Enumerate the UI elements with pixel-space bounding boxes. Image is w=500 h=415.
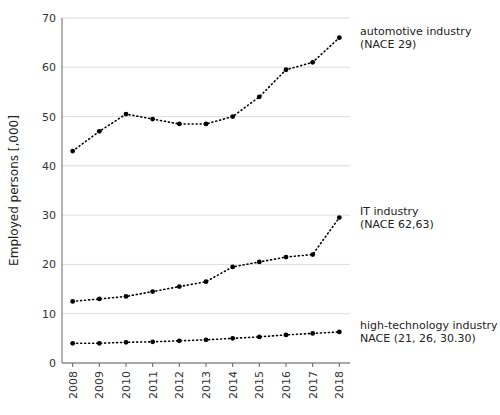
chart: 0 10 20 30 40 50 60 70 2008 2009 2010 2011 2012 2013 2…: [0, 0, 500, 415]
y-tick-label: 40: [42, 160, 56, 173]
point: [337, 35, 342, 40]
x-tick: [179, 363, 180, 367]
x-tick-label: 2017: [307, 371, 320, 399]
point: [230, 336, 235, 341]
point: [177, 122, 182, 127]
x-tick: [152, 363, 153, 367]
grid-line: [62, 313, 350, 314]
x-tick-label: 2014: [227, 371, 240, 399]
point: [204, 279, 209, 284]
x-tick-label: 2010: [120, 371, 133, 399]
point: [204, 122, 209, 127]
x-tick-label: 2016: [280, 371, 293, 399]
y-tick-label: 50: [42, 111, 56, 124]
x-axis-line: [62, 363, 350, 364]
point: [97, 341, 102, 346]
x-tick-label: 2009: [93, 371, 106, 399]
grid-line: [62, 67, 350, 68]
point: [284, 333, 289, 338]
series-label: automotive industry(NACE 29): [360, 25, 472, 51]
series-label: IT industry(NACE 62,63): [360, 205, 434, 231]
series-line: [73, 332, 340, 343]
x-tick: [286, 363, 287, 367]
y-tick-label: 10: [42, 308, 56, 321]
series-line: [73, 38, 340, 151]
point: [150, 117, 155, 122]
point: [337, 215, 342, 220]
point: [230, 114, 235, 119]
point: [70, 299, 75, 304]
point: [97, 129, 102, 134]
y-axis-label: Employed persons [,000]: [7, 115, 21, 266]
point: [204, 337, 209, 342]
point: [257, 260, 262, 265]
y-axis-line: [62, 18, 63, 363]
x-tick: [312, 363, 313, 367]
point: [177, 284, 182, 289]
grid-line: [62, 116, 350, 117]
point: [124, 112, 129, 117]
y-tick-label: 70: [42, 12, 56, 25]
x-tick: [339, 363, 340, 367]
grid-line: [62, 215, 350, 216]
grid-line: [62, 363, 350, 364]
plot-area: [70, 35, 341, 345]
point: [150, 289, 155, 294]
x-tick: [206, 363, 207, 367]
point: [150, 339, 155, 344]
y-tick-label: 20: [42, 258, 56, 271]
series-labels: automotive industry(NACE 29) IT industry(…: [360, 25, 498, 345]
y-tick-label: 0: [49, 357, 56, 370]
series-line: [73, 218, 340, 302]
point: [97, 297, 102, 302]
point: [257, 334, 262, 339]
point: [284, 255, 289, 260]
x-tick-label: 2008: [67, 371, 80, 399]
x-tick-label: 2011: [147, 371, 160, 399]
x-tick: [232, 363, 233, 367]
x-tick-label: 2018: [333, 371, 346, 399]
background: [0, 0, 500, 415]
axes: 0 10 20 30 40 50 60 70 2008 2009 2010 2011 2012 2013 2…: [42, 12, 350, 399]
point: [284, 67, 289, 72]
series-label: high-technology industryNACE (21, 26, 30…: [360, 319, 498, 345]
x-tick-label: 2015: [253, 371, 266, 399]
y-tick-label: 60: [42, 61, 56, 74]
point: [230, 264, 235, 269]
x-tick: [99, 363, 100, 367]
grid-line: [62, 18, 350, 19]
point: [70, 149, 75, 154]
point: [124, 340, 129, 345]
point: [310, 60, 315, 65]
point: [337, 330, 342, 335]
x-tick: [259, 363, 260, 367]
point: [124, 294, 129, 299]
point: [310, 252, 315, 257]
y-tick-label: 30: [42, 209, 56, 222]
grid-line: [62, 165, 350, 166]
point: [177, 338, 182, 343]
x-tick-label: 2012: [173, 371, 186, 399]
point: [310, 331, 315, 336]
x-tick: [72, 363, 73, 367]
grid-line: [62, 264, 350, 265]
x-tick: [126, 363, 127, 367]
point: [70, 341, 75, 346]
x-tick-label: 2013: [200, 371, 213, 399]
point: [257, 94, 262, 99]
